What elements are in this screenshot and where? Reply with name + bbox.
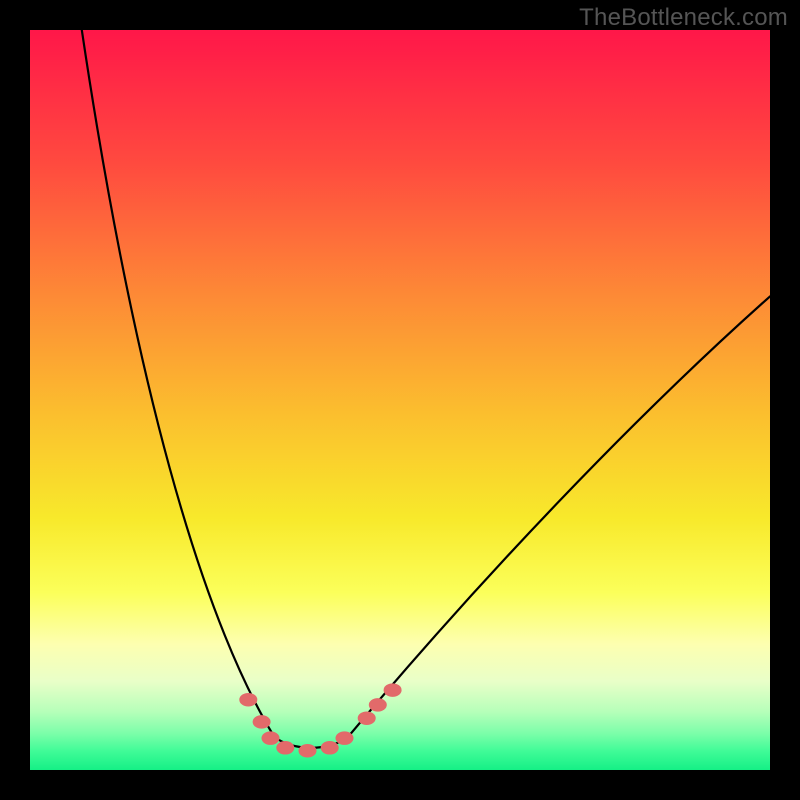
- highlight-dot: [253, 715, 271, 729]
- highlight-dot: [369, 698, 387, 712]
- highlight-dot: [321, 741, 339, 755]
- chart-svg: [0, 0, 800, 800]
- highlight-dot: [336, 731, 354, 745]
- highlight-dot: [262, 731, 280, 745]
- highlight-dot: [239, 693, 257, 707]
- highlight-dot: [299, 744, 317, 758]
- highlight-dot: [384, 683, 402, 697]
- highlight-dot: [358, 711, 376, 725]
- chart-root: TheBottleneck.com: [0, 0, 800, 800]
- highlight-dot: [276, 741, 294, 755]
